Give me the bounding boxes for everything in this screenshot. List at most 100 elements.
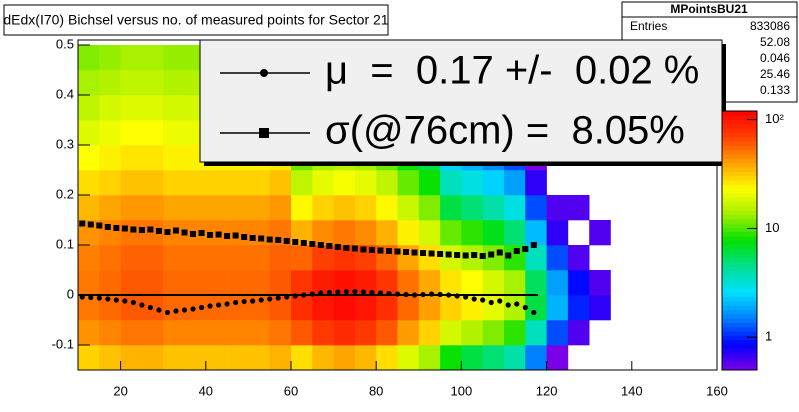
data-point: [224, 301, 230, 307]
heat-cell: [440, 195, 462, 221]
heat-cell: [99, 345, 121, 371]
color-bar-cell: [722, 218, 757, 224]
data-point: [258, 235, 265, 242]
heat-cell: [120, 245, 143, 271]
data-point: [488, 251, 495, 258]
heat-cell: [99, 170, 121, 196]
heat-cell: [376, 270, 398, 296]
data-point: [207, 303, 213, 309]
data-point: [368, 247, 375, 253]
heat-cell: [567, 270, 590, 296]
heat-cell: [120, 45, 143, 71]
data-point: [480, 297, 486, 303]
color-bar-cell: [722, 275, 757, 280]
data-point: [275, 295, 281, 301]
heat-cell: [567, 320, 590, 346]
color-bar-cell: [722, 132, 757, 138]
heat-cell: [397, 345, 420, 371]
heat-cell: [333, 170, 356, 196]
color-bar-cell: [722, 154, 757, 159]
y-tick-label: 0.4: [56, 86, 74, 101]
heat-cell: [418, 320, 441, 346]
heat-cell: [440, 245, 462, 271]
data-point: [130, 226, 137, 233]
data-point: [394, 291, 401, 297]
heat-cell: [440, 345, 462, 371]
color-bar-cell: [722, 227, 757, 233]
data-point: [505, 252, 512, 259]
color-bar-cell: [722, 175, 757, 181]
heat-cell: [227, 295, 249, 321]
heat-cell: [120, 170, 143, 196]
data-point: [420, 250, 427, 256]
heat-cell: [78, 295, 100, 321]
heat-cell: [227, 245, 249, 271]
heat-cell: [354, 345, 377, 371]
color-bar-frame: [721, 110, 758, 371]
data-point: [292, 239, 299, 245]
data-point: [471, 252, 478, 258]
heat-cell: [291, 170, 313, 196]
heat-cell: [205, 345, 228, 371]
color-bar-cell: [722, 201, 757, 207]
data-point: [343, 288, 349, 295]
heat-cell: [163, 345, 185, 371]
heat-cell: [78, 195, 100, 221]
data-point: [232, 232, 239, 239]
data-point: [207, 232, 214, 238]
color-bar-cell: [722, 309, 757, 315]
heat-cell: [482, 345, 505, 371]
heat-cell: [354, 320, 377, 346]
heat-cell: [440, 295, 462, 321]
heat-cell: [291, 195, 313, 221]
heat-cell: [397, 245, 420, 271]
heat-cell: [312, 295, 334, 321]
heat-cell: [461, 320, 483, 346]
heat-cell: [78, 120, 100, 146]
data-point: [79, 220, 86, 227]
heat-cell: [99, 145, 121, 171]
data-point: [79, 294, 85, 300]
data-point: [437, 251, 444, 257]
heat-cell: [397, 170, 420, 196]
heat-cell: [589, 270, 611, 296]
color-bar-cell: [722, 197, 757, 203]
x-tick-label: 80: [369, 383, 383, 398]
heat-cell: [163, 320, 185, 346]
color-bar-cell: [722, 262, 757, 267]
heat-cell: [248, 170, 270, 196]
heat-cell: [184, 320, 207, 346]
heat-cell: [269, 320, 292, 346]
heat-cell: [78, 345, 100, 371]
data-point: [275, 237, 282, 243]
data-point: [428, 250, 435, 257]
data-point: [241, 234, 248, 240]
color-bar-cell: [722, 283, 757, 289]
data-point: [105, 296, 111, 302]
data-point: [139, 302, 145, 308]
y-tick-label: -0.1: [52, 336, 74, 351]
color-bar-cell: [722, 335, 757, 341]
heat-cell: [333, 320, 356, 346]
data-point: [96, 222, 103, 229]
data-point: [292, 293, 298, 299]
heat-cell: [418, 345, 441, 371]
heat-cell: [589, 220, 611, 246]
data-point: [377, 247, 384, 254]
heat-cell: [312, 270, 334, 296]
heat-cell: [269, 270, 292, 296]
heat-cell: [418, 295, 441, 321]
stats-value: 833086: [750, 19, 790, 33]
color-bar-cell: [722, 365, 757, 371]
heat-cell: [120, 70, 143, 96]
data-point: [301, 292, 307, 298]
heat-cell: [546, 245, 569, 271]
heat-cell: [418, 270, 441, 296]
heat-cell: [163, 245, 185, 271]
data-point: [224, 233, 231, 239]
data-point: [181, 229, 188, 236]
color-bar-cell: [722, 296, 757, 302]
heat-cell: [397, 270, 420, 296]
color-bar-cell: [722, 292, 757, 298]
